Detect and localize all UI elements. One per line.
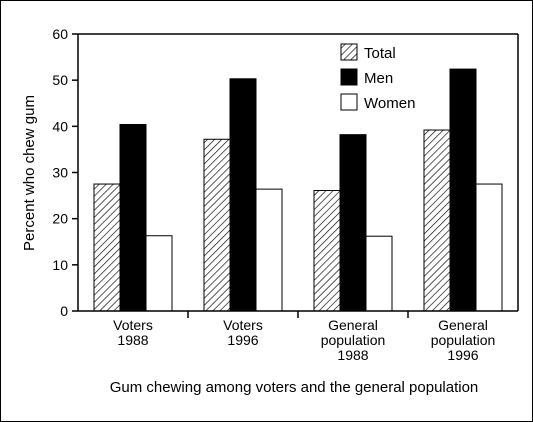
legend-label-total: Total	[364, 45, 396, 62]
y-tick-label: 30	[52, 165, 68, 181]
category-label: Voters 1988	[113, 317, 153, 348]
category-label: General population 1996	[431, 317, 496, 363]
y-tick-label: 60	[52, 26, 68, 42]
legend: Total Men Women	[340, 43, 415, 112]
bar-men-3	[449, 68, 477, 312]
y-axis-label: Percent who chew gum	[21, 95, 38, 251]
y-tick-label: 0	[60, 303, 68, 319]
y-tick-label: 20	[52, 211, 68, 227]
legend-label-men: Men	[364, 70, 393, 87]
y-tick-label: 40	[52, 118, 68, 134]
legend-label-women: Women	[364, 95, 415, 112]
legend-swatch-total	[340, 43, 358, 61]
legend-swatch-men	[340, 68, 358, 86]
bars-layer	[93, 68, 503, 312]
bar-total-2	[313, 190, 341, 312]
x-axis-ticks	[187, 311, 409, 318]
bar-total-0	[93, 183, 121, 312]
category-label: Voters 1996	[223, 317, 263, 348]
bar-total-1	[203, 138, 231, 312]
y-axis-ticks: 0 10 20 30 40 50 60	[52, 26, 78, 319]
x-axis-caption: Gum chewing among voters and the general…	[110, 379, 479, 396]
bar-men-1	[229, 78, 257, 312]
bar-women-3	[475, 183, 503, 312]
y-tick-label: 50	[52, 72, 68, 88]
bar-women-1	[255, 188, 283, 312]
category-label: General population 1988	[321, 317, 386, 363]
bar-total-3	[423, 129, 451, 312]
bar-men-2	[339, 134, 367, 312]
legend-swatch-women	[340, 93, 358, 111]
bar-men-0	[119, 123, 147, 312]
bar-women-2	[365, 235, 393, 312]
y-tick-label: 10	[52, 257, 68, 273]
bar-women-0	[145, 235, 173, 312]
category-labels: Voters 1988 Voters 1996 General population 198…	[113, 317, 495, 363]
